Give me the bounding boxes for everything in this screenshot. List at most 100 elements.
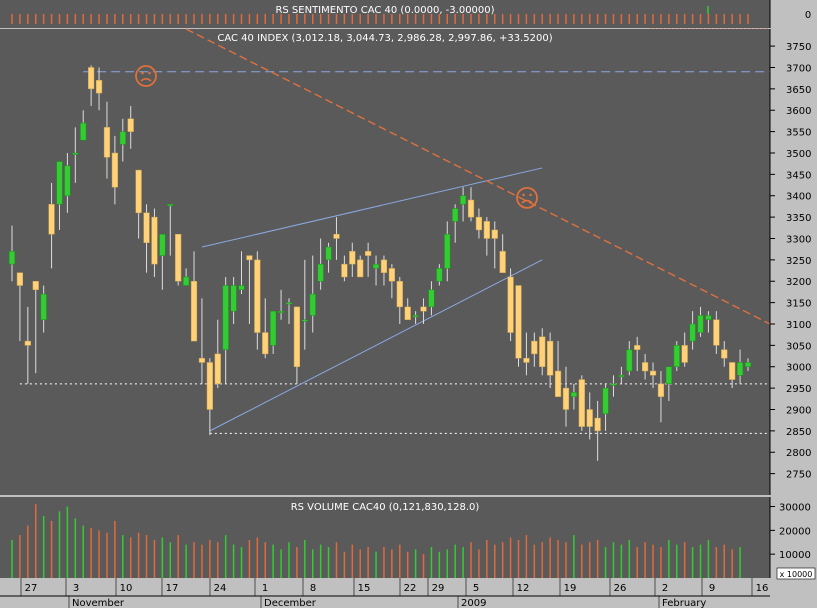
candle-up: [285, 302, 293, 305]
candle-down: [88, 67, 95, 90]
candle-down: [111, 152, 118, 188]
volume-tick-label: 30000: [779, 503, 811, 514]
candle-up: [64, 165, 71, 196]
candle-down: [721, 349, 728, 359]
candle-up: [80, 122, 87, 141]
candle-up: [309, 293, 316, 316]
candle-down: [388, 268, 395, 282]
volume-scale-text: x 10000: [780, 570, 813, 579]
candle-down: [634, 345, 641, 350]
price-tick-label: 3050: [786, 341, 811, 352]
price-y-axis: 2750 2800 2850 2900 2950 3000 3050 3100 3150 3200…: [770, 42, 811, 481]
candle-down: [523, 357, 530, 363]
frown-face-icon: [135, 65, 157, 87]
date-tick-label: 27: [25, 583, 38, 594]
candle-down: [293, 306, 301, 367]
volume-plot-area: [0, 497, 770, 578]
candle-down: [32, 280, 39, 291]
candle-down: [151, 216, 158, 265]
candle-down: [24, 340, 31, 346]
candle-up: [452, 208, 459, 222]
candle-up: [183, 276, 190, 286]
candle-up: [230, 285, 237, 312]
volume-y-axis: 10000 20000 30000: [770, 503, 811, 561]
candle-up: [570, 392, 577, 397]
candle-down: [681, 345, 688, 363]
candle-down: [349, 251, 356, 265]
frown-face-icon: [516, 186, 538, 209]
price-tick-label: 3150: [786, 299, 811, 310]
candle-up: [744, 362, 752, 367]
date-tick-label: 9: [709, 583, 715, 594]
price-tick-label: 3600: [786, 106, 811, 117]
candle-up: [119, 131, 126, 145]
volume-scale-badge: [776, 567, 816, 580]
candle-down: [143, 212, 150, 244]
month-label: December: [264, 598, 317, 608]
month-label: November: [72, 598, 125, 608]
date-tick-label: 24: [214, 583, 227, 594]
candle-down: [254, 259, 261, 333]
price-tick-label: 3500: [786, 149, 811, 160]
month-label: February: [662, 598, 706, 608]
candle-down: [214, 353, 221, 385]
candle-up: [167, 204, 174, 207]
candle-down: [16, 272, 24, 286]
candle-down: [48, 204, 55, 235]
volume-tick-label: 20000: [779, 526, 811, 537]
candle-up: [72, 152, 79, 155]
sentiment-plot-area: [0, 0, 770, 28]
candle-up: [673, 345, 680, 367]
price-tick-label: 3200: [786, 277, 811, 288]
price-tick-label: 3300: [786, 234, 811, 245]
sentiment-y-tick: 0: [805, 10, 811, 21]
candle-down: [404, 306, 411, 320]
price-panel: CAC 40 INDEX (3,012.18, 3,044.73, 2,986.…: [0, 28, 811, 495]
date-tick-label: 26: [614, 583, 627, 594]
candle-up: [428, 289, 435, 308]
price-tick-label: 3100: [786, 320, 811, 331]
date-tick-label: 8: [310, 583, 316, 594]
price-tick-label: 3550: [786, 128, 811, 139]
candle-up: [412, 315, 419, 318]
sentiment-panel: RS SENTIMENTO CAC 40 (0.0000, -3.00000) …: [0, 0, 811, 30]
sentiment-title: RS SENTIMENTO CAC 40 (0.0000, -3.00000): [275, 5, 494, 16]
candle-up: [325, 246, 332, 261]
candle-down: [554, 370, 562, 397]
candle-up: [602, 387, 609, 415]
date-tick-label: 10: [120, 583, 133, 594]
volume-panel: RS VOLUME CAC40 (0,121,830,128.0) 10000 2…: [0, 497, 816, 580]
price-tick-label: 3650: [786, 85, 811, 96]
candle-down: [594, 417, 601, 432]
candle-down: [420, 306, 427, 312]
date-tick-label: 12: [517, 583, 530, 594]
candle-down: [127, 118, 134, 132]
volume-title: RS VOLUME CAC40 (0,121,830,128.0): [291, 502, 480, 513]
candle-down: [333, 233, 340, 239]
candle-down: [341, 263, 348, 278]
candle-down: [262, 332, 269, 355]
date-tick-label: 19: [564, 583, 577, 594]
candle-up: [56, 161, 63, 205]
price-tick-label: 3750: [786, 42, 811, 53]
volume-bars: [11, 504, 741, 578]
candle-down: [729, 362, 736, 380]
candle-up: [8, 251, 16, 265]
candlesticks: [8, 65, 752, 461]
candle-down: [586, 409, 593, 427]
candle-down: [713, 319, 720, 346]
candle-down: [206, 362, 213, 410]
candle-up: [610, 383, 617, 386]
candle-down: [507, 276, 514, 333]
candle-down: [357, 259, 364, 278]
candle-down: [175, 233, 182, 282]
candle-down: [475, 216, 483, 231]
candle-down: [649, 370, 657, 376]
price-tick-label: 2950: [786, 384, 811, 395]
candle-up: [301, 319, 308, 322]
channel-lower-line: [209, 259, 543, 432]
candle-down: [396, 280, 403, 308]
candle-up: [159, 233, 166, 256]
